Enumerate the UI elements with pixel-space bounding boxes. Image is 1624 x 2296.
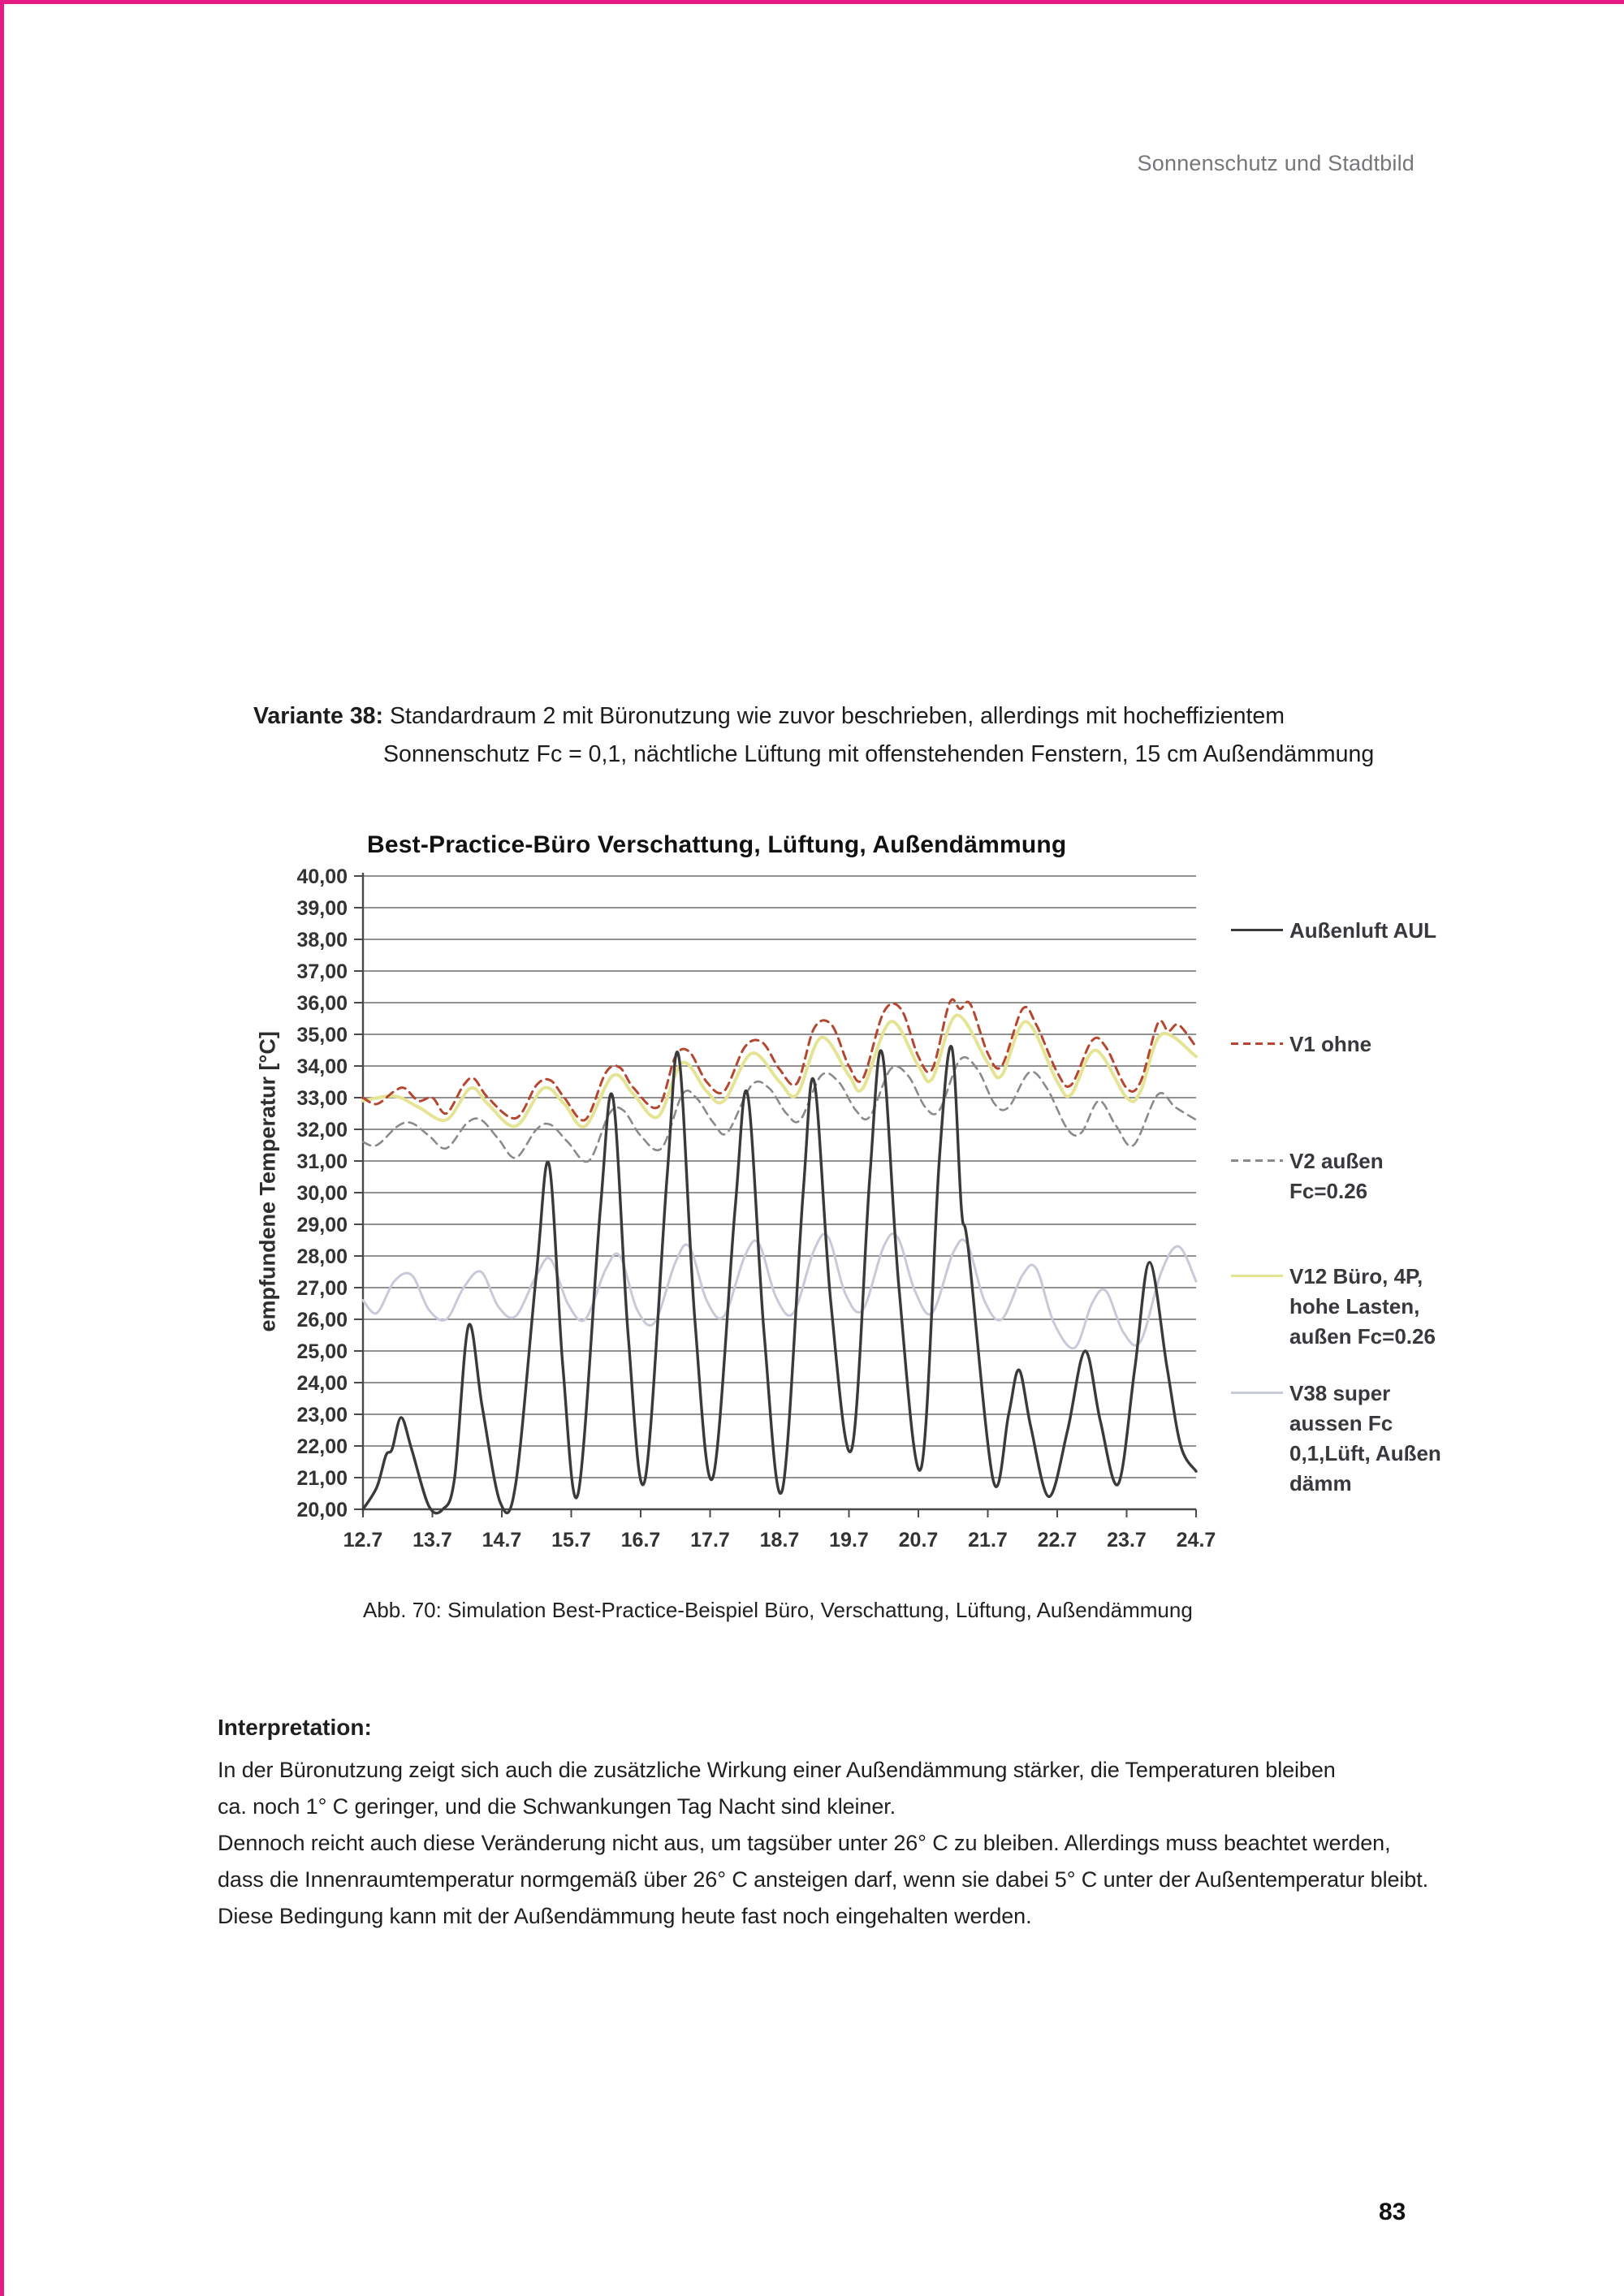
page-top-accent-rule (0, 0, 1624, 4)
svg-text:28,00: 28,00 (296, 1245, 348, 1268)
interpretation-heading: Interpretation: (218, 1715, 372, 1740)
svg-text:18.7: 18.7 (760, 1529, 800, 1552)
legend-item-v38-super: V38 super aussen Fc 0,1,Lüft, Außen dämm (1231, 1379, 1441, 1499)
svg-text:22,00: 22,00 (296, 1435, 348, 1458)
svg-text:23,00: 23,00 (296, 1404, 348, 1426)
svg-text:35,00: 35,00 (296, 1024, 348, 1047)
svg-text:26,00: 26,00 (296, 1309, 348, 1331)
legend-label: aussen Fc (1289, 1411, 1393, 1435)
running-header: Sonnenschutz und Stadtbild (1137, 151, 1415, 175)
svg-text:40,00: 40,00 (296, 865, 348, 888)
interpretation-line: Dennoch reicht auch diese Veränderung ni… (218, 1831, 1391, 1855)
svg-text:13.7: 13.7 (412, 1529, 452, 1552)
figure-caption: Abb. 70: Simulation Best-Practice-Beispi… (363, 1598, 1193, 1622)
legend-item-v1-ohne: V1 ohne (1231, 1029, 1371, 1060)
interpretation-line: Diese Bedingung kann mit der Außendämmun… (218, 1904, 1032, 1928)
page-left-accent-rule (0, 0, 4, 2296)
svg-text:38,00: 38,00 (296, 929, 348, 952)
svg-text:17.7: 17.7 (690, 1529, 730, 1552)
legend-label: V2 außen (1289, 1149, 1384, 1173)
svg-text:29,00: 29,00 (296, 1214, 348, 1236)
svg-text:12.7: 12.7 (343, 1529, 383, 1552)
svg-text:24.7: 24.7 (1177, 1529, 1216, 1552)
svg-text:33,00: 33,00 (296, 1087, 348, 1110)
legend-label: V12 Büro, 4P, (1289, 1264, 1423, 1288)
page-number: 83 (1379, 2199, 1406, 2225)
legend-label: Außenluft AUL (1289, 918, 1436, 943)
chart-title: Best-Practice-Büro Verschattung, Lüftung… (367, 831, 1067, 858)
svg-text:19.7: 19.7 (829, 1529, 869, 1552)
legend-swatch-v12-buero (1231, 1275, 1283, 1277)
legend-swatch-v1-ohne (1231, 1042, 1283, 1045)
legend-label: V38 super (1289, 1381, 1391, 1405)
legend-swatch-v2-aussen (1231, 1159, 1283, 1162)
legend-label: hohe Lasten, (1289, 1294, 1420, 1318)
variante-line1: Standardraum 2 mit Büronutzung wie zuvor… (389, 702, 1285, 729)
svg-text:22.7: 22.7 (1038, 1529, 1078, 1552)
interpretation-line: ca. noch 1° C geringer, und die Schwanku… (218, 1794, 896, 1819)
legend-swatch-aussenluft-aul (1231, 929, 1283, 931)
svg-text:20.7: 20.7 (899, 1529, 939, 1552)
interpretation-line: In der Büronutzung zeigt sich auch die z… (218, 1758, 1336, 1782)
svg-text:21.7: 21.7 (968, 1529, 1008, 1552)
legend-label: 0,1,Lüft, Außen (1289, 1441, 1441, 1465)
svg-text:39,00: 39,00 (296, 897, 348, 920)
legend-label: Fc=0.26 (1289, 1179, 1368, 1203)
legend-item-aussenluft-aul: Außenluft AUL (1231, 916, 1436, 946)
svg-text:37,00: 37,00 (296, 960, 348, 983)
legend-swatch-v38-super (1231, 1392, 1283, 1394)
svg-text:34,00: 34,00 (296, 1055, 348, 1078)
svg-text:31,00: 31,00 (296, 1150, 348, 1173)
interpretation-line: dass die Innenraumtemperatur normgemäß ü… (218, 1867, 1429, 1892)
svg-text:14.7: 14.7 (482, 1529, 522, 1552)
svg-text:32,00: 32,00 (296, 1119, 348, 1142)
svg-text:24,00: 24,00 (296, 1372, 348, 1395)
svg-text:16.7: 16.7 (621, 1529, 661, 1552)
variante-paragraph: Variante 38: Standardraum 2 mit Büronutz… (253, 697, 1569, 774)
svg-text:30,00: 30,00 (296, 1182, 348, 1205)
temperature-line-chart: 40,00 39,00 38,00 37,00 36,00 35,00 34,00 33,00… (296, 865, 1216, 1552)
variante-label: Variante 38: (253, 702, 384, 729)
legend-label: dämm (1289, 1471, 1352, 1495)
svg-text:23.7: 23.7 (1107, 1529, 1147, 1552)
legend-item-v2-aussen: V2 außen Fc=0.26 (1231, 1146, 1384, 1206)
interpretation-section: Interpretation: In der Büronutzung zeigt… (218, 1715, 1428, 1935)
svg-text:20,00: 20,00 (296, 1499, 348, 1521)
svg-text:25,00: 25,00 (296, 1340, 348, 1363)
legend-item-v12-buero: V12 Büro, 4P, hohe Lasten, außen Fc=0.26 (1231, 1262, 1436, 1352)
svg-text:36,00: 36,00 (296, 992, 348, 1015)
svg-text:27,00: 27,00 (296, 1277, 348, 1300)
variante-line2: Sonnenschutz Fc = 0,1, nächtliche Lüftun… (383, 740, 1375, 767)
svg-text:15.7: 15.7 (551, 1529, 591, 1552)
svg-text:21,00: 21,00 (296, 1467, 348, 1490)
legend-label: außen Fc=0.26 (1289, 1324, 1436, 1349)
legend-label: V1 ohne (1289, 1032, 1372, 1056)
